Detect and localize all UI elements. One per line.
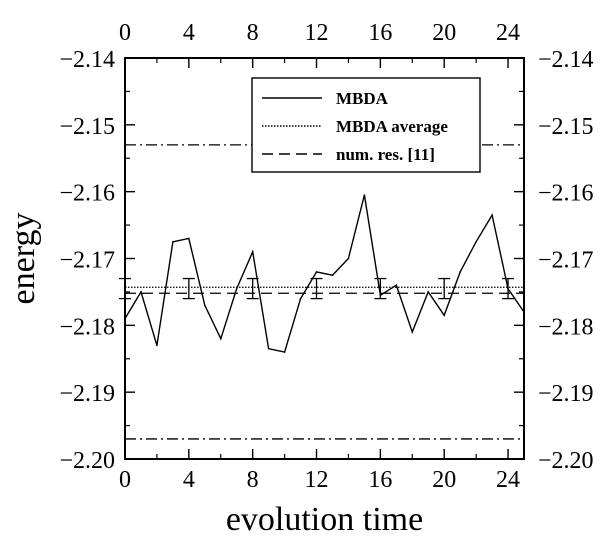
x-tick-label-bottom-4: 16	[368, 467, 392, 493]
y-tick-label-left-1: −2.19	[59, 381, 115, 407]
data-point-mbda-7	[235, 287, 238, 290]
x-tick-label-bottom-2: 8	[247, 467, 259, 493]
tick-layer: 0 0 4 4 8 8 12 12 16 16 20 20 24 24 −2.20 −2.20 −2.19 −2.…	[59, 20, 593, 493]
data-point-mbda-20	[443, 314, 446, 317]
y-axis-title: energy	[5, 213, 42, 305]
legend: MBDA MBDA average num. res. [11]	[251, 77, 481, 173]
y-tick-label-right-0: −2.20	[538, 448, 594, 474]
y-tick-label-right-4: −2.16	[538, 181, 594, 207]
data-point-mbda-2	[156, 344, 158, 347]
x-tick-label-top-6: 24	[496, 20, 520, 46]
data-point-mbda-17	[395, 284, 398, 287]
data-point-mbda-11	[299, 297, 302, 300]
data-point-mbda-22	[475, 240, 477, 243]
y-tick-label-right-3: −2.17	[538, 248, 594, 274]
error-bar-5	[438, 277, 451, 300]
data-point-mbda-4	[188, 237, 190, 240]
y-tick-label-left-4: −2.16	[59, 181, 115, 207]
x-tick-label-top-5: 20	[432, 20, 456, 46]
data-point-mbda-14	[347, 257, 350, 260]
x-tick-label-bottom-0: 0	[119, 467, 131, 493]
x-tick-label-bottom-3: 12	[305, 467, 329, 493]
error-bar-1	[182, 277, 195, 300]
x-tick-label-top-2: 8	[247, 20, 259, 46]
legend-label-2: MBDA average	[336, 117, 448, 136]
data-point-mbda-5	[204, 304, 206, 307]
data-point-mbda-13	[331, 274, 334, 277]
data-point-mbda-12	[315, 271, 318, 273]
x-tick-label-bottom-6: 24	[496, 467, 520, 493]
data-point-mbda-18	[411, 331, 414, 333]
error-bar-6	[502, 277, 515, 300]
data-point-mbda-19	[427, 291, 430, 293]
data-point-mbda-8	[251, 251, 254, 253]
y-tick-label-right-2: −2.18	[538, 314, 594, 340]
data-point-mbda-9	[267, 347, 270, 350]
x-tick-label-top-1: 4	[183, 20, 195, 46]
x-tick-label-top-0: 0	[119, 20, 131, 46]
y-tick-label-left-0: −2.20	[59, 448, 115, 474]
data-point-mbda-15	[363, 194, 366, 196]
data-point-mbda-23	[491, 214, 493, 216]
y-tick-label-left-3: −2.17	[59, 248, 115, 274]
y-tick-label-left-6: −2.14	[59, 47, 115, 73]
error-bar-3	[310, 277, 323, 300]
legend-label-1: MBDA	[336, 89, 389, 108]
x-tick-label-bottom-5: 20	[432, 467, 456, 493]
y-tick-label-right-5: −2.15	[538, 114, 594, 140]
data-point-mbda-21	[459, 271, 461, 273]
data-point-mbda-1	[140, 291, 142, 293]
error-bar-4	[374, 277, 387, 300]
x-axis-title: evolution time	[226, 501, 423, 538]
x-tick-label-top-3: 12	[305, 20, 329, 46]
data-point-mbda-6	[219, 337, 222, 340]
y-tick-label-right-6: −2.14	[538, 47, 594, 73]
data-point-mbda-10	[283, 351, 286, 353]
x-tick-label-top-4: 16	[368, 20, 392, 46]
y-tick-label-left-5: −2.15	[59, 114, 115, 140]
y-tick-label-right-1: −2.19	[538, 381, 594, 407]
y-tick-label-left-2: −2.18	[59, 314, 115, 340]
data-point-mbda-3	[172, 240, 174, 243]
x-tick-label-bottom-1: 4	[183, 467, 195, 493]
error-bar-2	[246, 277, 259, 300]
series-line-mbda	[124, 194, 525, 353]
legend-label-3: num. res. [11]	[336, 145, 435, 164]
series-layer	[119, 144, 525, 440]
legend-box	[251, 77, 481, 173]
